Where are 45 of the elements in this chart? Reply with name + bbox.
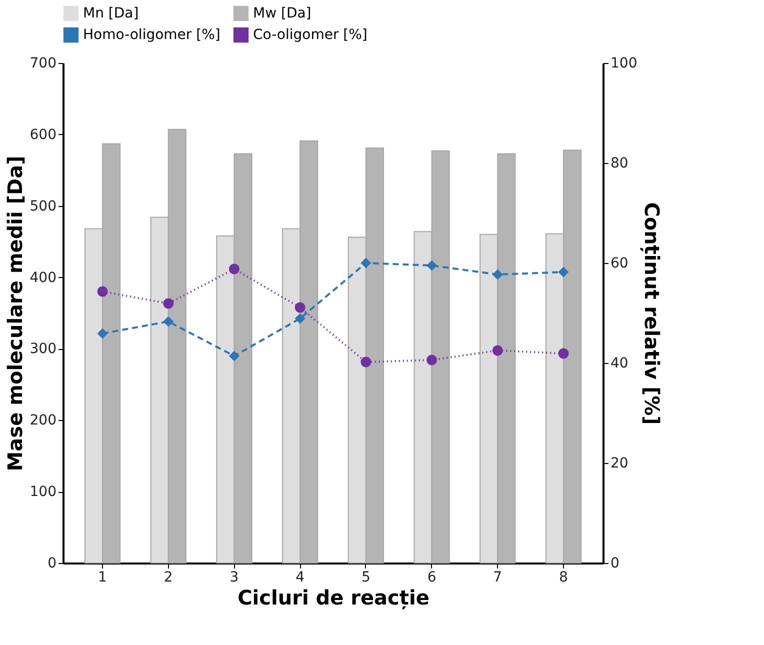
point: [426, 354, 438, 366]
x-tick-label: 6: [427, 570, 436, 586]
x-tick-label: 7: [493, 570, 502, 586]
x-tick-label: 4: [296, 570, 305, 586]
legend-label: Mn [Da]: [83, 5, 139, 22]
y-tick-label: 100: [30, 484, 56, 500]
y2-axis-title: Conținut relativ [%]: [640, 202, 664, 425]
point: [97, 286, 108, 297]
x-axis-title: Cicluri de reacție: [238, 586, 430, 610]
y-tick-label: 400: [30, 270, 56, 286]
point: [228, 264, 240, 274]
point: [492, 269, 503, 280]
legend-label: Mw [Da]: [253, 5, 312, 22]
point: [426, 260, 438, 271]
point: [492, 345, 503, 356]
x-tick-label: 5: [361, 570, 370, 586]
y2-tick-label: 40: [610, 356, 628, 372]
y-axis-title: Mase moleculare medii [Da]: [2, 156, 27, 472]
x-tick-label: 1: [98, 570, 107, 586]
y-tick-label: 300: [30, 341, 56, 358]
point: [360, 258, 372, 268]
point: [558, 266, 569, 278]
point: [163, 316, 174, 327]
point: [228, 350, 240, 362]
x-tick-label: 8: [559, 570, 568, 586]
x-tick-label: 2: [164, 570, 173, 586]
point: [163, 298, 174, 309]
point: [294, 313, 306, 324]
point: [558, 348, 569, 359]
y2-tick-label: 100: [610, 56, 638, 72]
point: [294, 302, 306, 313]
point: [360, 356, 372, 368]
y2-tick-label: 20: [610, 456, 628, 472]
y-tick-label: 200: [30, 412, 56, 429]
y2-tick-label: 0: [610, 556, 620, 572]
x-tick-label: 3: [230, 570, 239, 586]
y-tick-label: 500: [30, 198, 56, 214]
y-tick-label: 600: [30, 126, 56, 143]
y-tick-label: 700: [30, 56, 56, 72]
y-tick-label: 0: [48, 556, 56, 572]
y2-tick-label: 60: [610, 256, 628, 272]
legend-label: Co-oligomer [%]: [253, 27, 368, 43]
point: [97, 328, 108, 339]
y2-tick-label: 80: [610, 156, 628, 172]
legend-label: Homo-oligomer [%]: [83, 27, 220, 43]
